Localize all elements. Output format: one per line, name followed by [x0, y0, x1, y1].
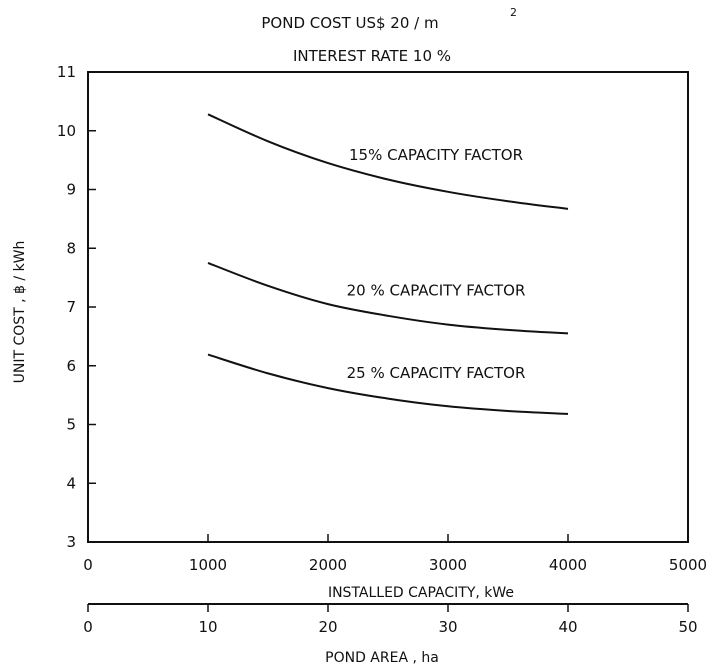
y-axis-label: UNIT COST , ฿ / kWh — [12, 241, 28, 384]
pond-area-axis: 0 10 20 30 40 50 — [83, 603, 698, 636]
series-lines — [207, 113, 569, 415]
y-axis-ticks: 3 4 5 6 7 8 9 10 11 — [57, 63, 96, 551]
x-tick-label: 2000 — [309, 556, 347, 574]
y-tick-label: 3 — [66, 533, 76, 551]
x2-tick-label: 40 — [558, 618, 577, 636]
x-tick-label: 3000 — [429, 556, 467, 574]
series-labels: 15% CAPACITY FACTOR 20 % CAPACITY FACTOR 2… — [347, 146, 526, 382]
plot-area — [87, 71, 689, 543]
y-tick-label: 8 — [66, 239, 76, 257]
x-axis-label: INSTALLED CAPACITY, kWe — [328, 585, 514, 601]
series-line-3 — [207, 353, 569, 415]
x-tick-label: 4000 — [549, 556, 587, 574]
x2-tick-label: 10 — [198, 618, 217, 636]
chart-title-superscript: 2 — [510, 6, 517, 19]
x-tick-label: 1000 — [189, 556, 227, 574]
series-label-2: 20 % CAPACITY FACTOR — [347, 282, 526, 300]
x2-tick-label: 30 — [438, 618, 457, 636]
x2-tick-label: 20 — [318, 618, 337, 636]
y-tick-label: 10 — [57, 122, 76, 140]
y-tick-label: 5 — [66, 416, 76, 434]
x2-tick-label: 0 — [83, 618, 93, 636]
series-line-1 — [207, 113, 569, 210]
y-tick-label: 9 — [66, 181, 76, 199]
series-label-3: 25 % CAPACITY FACTOR — [347, 364, 526, 382]
x-tick-label: 5000 — [669, 556, 707, 574]
x-tick-label: 0 — [83, 556, 93, 574]
series-line-2 — [207, 261, 569, 335]
x2-tick-label: 50 — [678, 618, 697, 636]
x2-axis-label: POND AREA , ha — [325, 650, 439, 666]
x-axis-ticks: 0 1000 2000 3000 4000 5000 — [83, 534, 707, 574]
chart-title-line1: POND COST US$ 20 / m — [261, 14, 438, 32]
y-tick-label: 7 — [66, 298, 76, 316]
chart-title-line2: INTEREST RATE 10 % — [293, 47, 451, 65]
y-tick-label: 11 — [57, 63, 76, 81]
y-tick-label: 6 — [66, 357, 76, 375]
series-label-1: 15% CAPACITY FACTOR — [349, 146, 523, 164]
y-tick-label: 4 — [66, 474, 76, 492]
